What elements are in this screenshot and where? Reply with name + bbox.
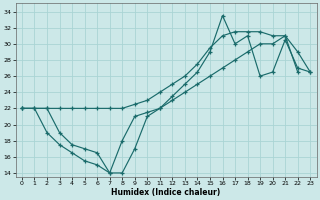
X-axis label: Humidex (Indice chaleur): Humidex (Indice chaleur) (111, 188, 221, 197)
